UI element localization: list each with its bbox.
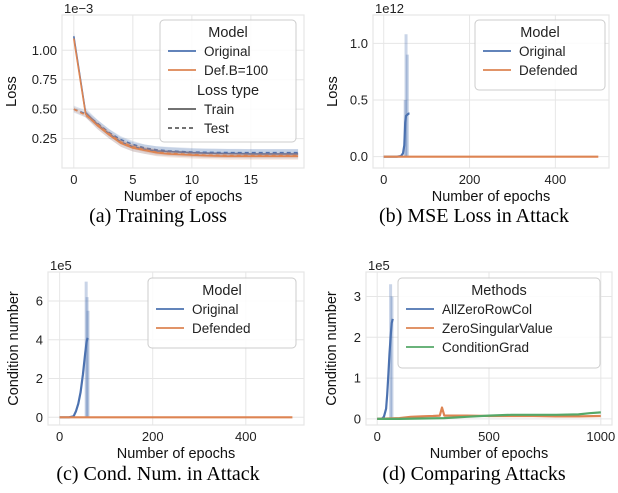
x-tick-label: 400 xyxy=(545,172,567,187)
legend: Model Original Defended xyxy=(147,277,297,349)
legend-box xyxy=(397,277,601,369)
y-axis-label: Condition number xyxy=(324,291,340,406)
series-line xyxy=(377,411,601,420)
series-line xyxy=(377,406,601,420)
y-tick-label: 0.5 xyxy=(350,93,368,108)
legend-item-label: ConditionGrad xyxy=(442,340,529,355)
x-tick-label: 0 xyxy=(56,429,63,444)
legend-item-label: Original xyxy=(192,302,239,317)
x-tick-label: 5 xyxy=(129,172,136,187)
x-axis-label: Number of epochs xyxy=(124,189,242,205)
legend-title: Model xyxy=(208,25,248,41)
legend-item-label: AllZeroRowCol xyxy=(442,302,532,317)
series-band xyxy=(73,106,299,158)
series-line xyxy=(73,108,299,154)
y-tick-label: 0 xyxy=(36,410,43,425)
legend-title: Model xyxy=(520,25,560,41)
x-tick-label: 1000 xyxy=(586,429,615,444)
y-tick-label: 4 xyxy=(36,332,43,347)
legend-item-label: Test xyxy=(204,121,229,136)
axis-multiplier: 1e−3 xyxy=(64,1,93,16)
plot-frame xyxy=(365,271,613,426)
legend-item-label: Train xyxy=(204,102,234,117)
axis-multiplier: 1e5 xyxy=(368,258,390,273)
axis-multiplier: 1e12 xyxy=(375,1,404,16)
legend-item-label: Def.B=100 xyxy=(204,63,268,78)
y-tick-label: 6 xyxy=(36,294,43,309)
chart-panel-3: 0 200 400 0 2 4 6 1e5 Number of epochs Condition … xyxy=(6,258,305,485)
legend: Model Original Defended xyxy=(474,19,606,91)
series-line xyxy=(73,108,299,157)
x-axis-label: Number of epochs xyxy=(432,189,550,205)
y-tick-label: 0 xyxy=(354,411,361,426)
x-tick-label: 10 xyxy=(185,172,199,187)
plot-frame xyxy=(47,271,305,426)
x-tick-label: 400 xyxy=(235,429,257,444)
legend-box xyxy=(474,19,606,91)
chart-panel-2: 0 200 400 0.0 0.5 1.0 1e12 Number of epochs Loss… xyxy=(325,1,610,227)
y-tick-label: 1 xyxy=(354,371,361,386)
plot-frame xyxy=(61,14,305,169)
legend-item-label: Original xyxy=(204,44,251,59)
chart-panel-4: 0 500 1000 0 1 2 3 1e5 Number of epochs Condition… xyxy=(324,258,615,485)
y-tick-label: 0.25 xyxy=(32,131,57,146)
y-axis-label: Condition number xyxy=(6,291,22,406)
plot-frame xyxy=(372,14,610,169)
panel-caption: (c) Cond. Num. in Attack xyxy=(56,463,259,485)
legend-title: Methods xyxy=(471,283,527,299)
x-tick-label: 0 xyxy=(380,172,387,187)
y-axis-label: Loss xyxy=(4,76,20,107)
legend-item-label: Defended xyxy=(192,321,251,336)
x-axis-label: Number of epochs xyxy=(430,446,548,462)
x-tick-label: 0 xyxy=(374,429,381,444)
x-tick-label: 200 xyxy=(459,172,481,187)
y-tick-label: 0.0 xyxy=(350,149,368,164)
series-line xyxy=(59,337,89,419)
legend: Model Original Def.B=100 Loss type Train Test xyxy=(159,19,297,143)
x-tick-label: 200 xyxy=(142,429,164,444)
x-tick-label: 15 xyxy=(244,172,258,187)
panel-caption: (d) Comparing Attacks xyxy=(382,463,566,485)
y-tick-label: 1.0 xyxy=(350,36,368,51)
x-tick-label: 500 xyxy=(478,429,500,444)
legend-title-2: Loss type xyxy=(197,83,259,99)
y-tick-label: 2 xyxy=(354,330,361,345)
x-axis-label: Number of epochs xyxy=(117,446,235,462)
legend-title: Model xyxy=(202,283,242,299)
chart-panel-1: 0 5 10 15 0.25 0.50 0.75 1.00 1e−3 Number of epoc… xyxy=(4,1,305,227)
panel-caption: (b) MSE Loss in Attack xyxy=(379,205,569,227)
legend-box xyxy=(147,277,297,349)
y-axis-label: Loss xyxy=(325,76,341,107)
legend: Methods AllZeroRowCol ZeroSingularValue Con… xyxy=(397,277,601,369)
legend-item-label: ZeroSingularValue xyxy=(442,321,553,336)
axis-multiplier: 1e5 xyxy=(50,258,72,273)
y-tick-label: 2 xyxy=(36,371,43,386)
y-tick-label: 3 xyxy=(354,289,361,304)
x-tick-label: 0 xyxy=(70,172,77,187)
y-tick-label: 1.00 xyxy=(32,43,57,58)
panel-caption: (a) Training Loss xyxy=(89,205,227,227)
y-tick-label: 0.50 xyxy=(32,102,57,117)
y-tick-label: 0.75 xyxy=(32,72,57,87)
legend-item-label: Defended xyxy=(519,63,578,78)
legend-item-label: Original xyxy=(519,44,566,59)
